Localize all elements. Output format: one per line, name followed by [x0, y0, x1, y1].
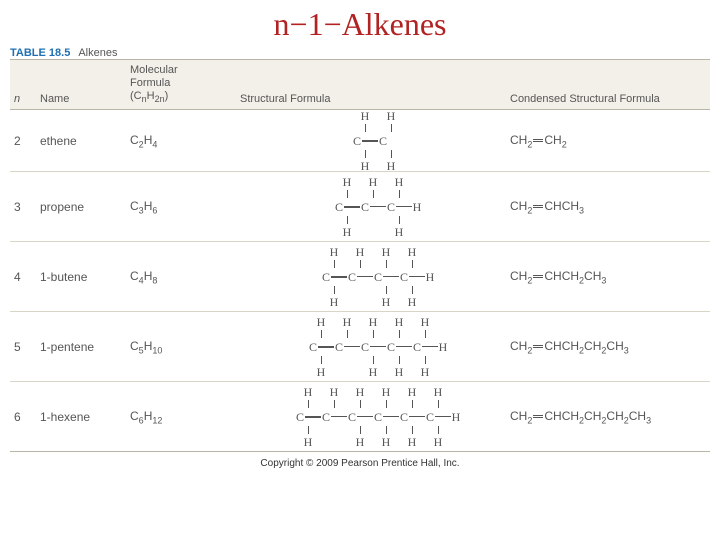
cell-n: 4 [10, 270, 40, 284]
cell-molecular: C2H4 [130, 133, 230, 149]
cell-n: 6 [10, 410, 40, 424]
table-row: 51-penteneC5H10HHHHHCCCCCHHHHHCH2CHCH2CH… [10, 312, 710, 382]
table-header: n Name Molecular Formula (CnH2n) Structu… [10, 59, 710, 110]
alkenes-table: TABLE 18.5 Alkenes n Name Molecular Form… [10, 47, 710, 452]
cell-structural: HHHHCCCCHHHH [230, 246, 510, 308]
col-header-molecular: Molecular Formula (CnH2n) [130, 64, 230, 105]
table-body: 2etheneC2H4HHCCHHCH2CH23propeneC3H6HHHCC… [10, 110, 710, 452]
cell-condensed: CH2CH2 [510, 133, 690, 149]
col-header-molecular-l3: (CnH2n) [130, 90, 230, 105]
page-title: n−1−Alkenes [0, 0, 720, 47]
cell-name: 1-pentene [40, 340, 130, 354]
cell-condensed: CH2CHCH2CH2CH2CH3 [510, 409, 690, 425]
cell-n: 3 [10, 200, 40, 214]
cell-structural: HHHCCCHHH [230, 176, 510, 238]
cell-name: 1-butene [40, 270, 130, 284]
col-header-structural: Structural Formula [230, 93, 510, 105]
cell-name: 1-hexene [40, 410, 130, 424]
table-row: 41-buteneC4H8HHHHCCCCHHHHCH2CHCH2CH3 [10, 242, 710, 312]
cell-name: propene [40, 200, 130, 214]
table-caption: TABLE 18.5 Alkenes [10, 47, 710, 59]
cell-n: 5 [10, 340, 40, 354]
cell-name: ethene [40, 134, 130, 148]
cell-molecular: C6H12 [130, 409, 230, 425]
table-row: 3propeneC3H6HHHCCCHHHCH2CHCH3 [10, 172, 710, 242]
table-row: 61-hexeneC6H12HHHHHHCCCCCCHHHHHHCH2CHCH2… [10, 382, 710, 452]
col-header-name: Name [40, 93, 130, 105]
cell-condensed: CH2CHCH3 [510, 199, 690, 215]
cell-n: 2 [10, 134, 40, 148]
copyright-text: Copyright © 2009 Pearson Prentice Hall, … [0, 458, 720, 469]
col-header-n: n [10, 93, 40, 105]
cell-condensed: CH2CHCH2CH3 [510, 269, 690, 285]
col-header-molecular-l1: Molecular [130, 64, 230, 77]
table-row: 2etheneC2H4HHCCHHCH2CH2 [10, 110, 710, 172]
table-number: TABLE 18.5 [10, 47, 70, 59]
cell-molecular: C5H10 [130, 339, 230, 355]
col-header-condensed: Condensed Structural Formula [510, 93, 690, 105]
cell-condensed: CH2CHCH2CH2CH3 [510, 339, 690, 355]
cell-structural: HHHHHHCCCCCCHHHHHH [230, 386, 510, 448]
table-topic: Alkenes [78, 47, 117, 59]
cell-molecular: C4H8 [130, 269, 230, 285]
cell-molecular: C3H6 [130, 199, 230, 215]
cell-structural: HHCCHH [230, 110, 510, 172]
cell-structural: HHHHHCCCCCHHHHH [230, 316, 510, 378]
col-header-molecular-l2: Formula [130, 77, 230, 90]
